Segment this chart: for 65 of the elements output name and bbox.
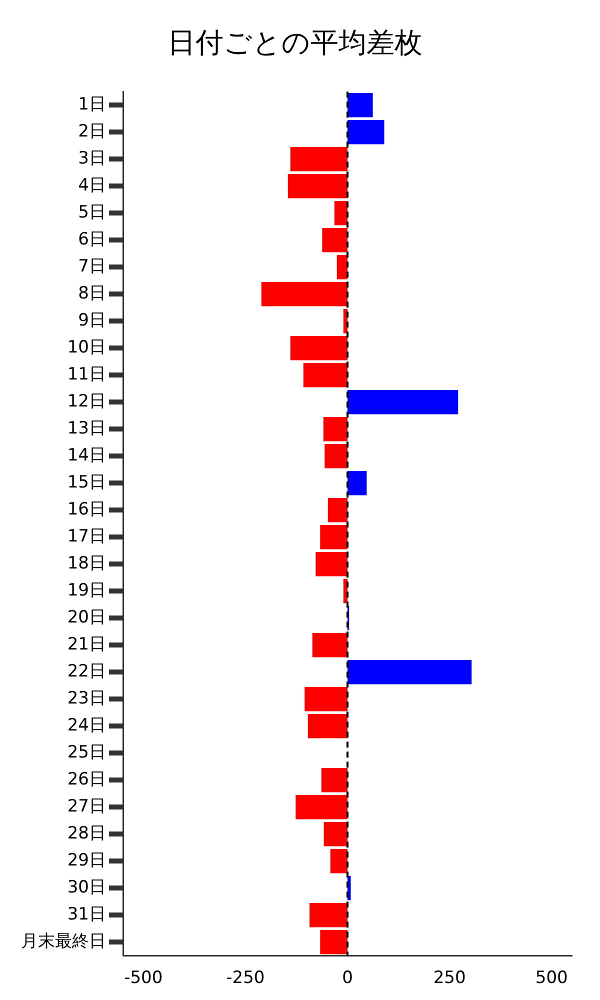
y-tick-label: 7日 bbox=[78, 256, 106, 277]
y-tick-label: 月末最終日 bbox=[21, 932, 106, 952]
y-tick-label: 18日 bbox=[67, 554, 106, 574]
y-tick-label: 29日 bbox=[67, 850, 106, 871]
y-tick-label: 26日 bbox=[67, 770, 106, 790]
bar bbox=[328, 498, 348, 522]
y-tick-label: 21日 bbox=[67, 634, 106, 655]
x-tick-label: 250 bbox=[433, 968, 466, 988]
y-tick-label: 27日 bbox=[67, 796, 106, 817]
bar bbox=[312, 632, 348, 658]
bar bbox=[320, 930, 348, 954]
x-tick-label: 500 bbox=[535, 968, 568, 988]
bar bbox=[348, 390, 458, 414]
bar bbox=[330, 848, 348, 874]
bar bbox=[310, 902, 348, 928]
bar bbox=[336, 254, 348, 280]
y-tick-label: 9日 bbox=[78, 310, 106, 331]
x-tick-label: -250 bbox=[226, 968, 265, 988]
y-tick-label: 17日 bbox=[67, 526, 106, 547]
y-tick-label: 28日 bbox=[67, 824, 106, 844]
bar bbox=[303, 362, 348, 388]
y-tick-label: 11日 bbox=[67, 364, 106, 385]
bar bbox=[348, 92, 373, 118]
bar bbox=[348, 660, 472, 684]
y-tick-label: 25日 bbox=[67, 742, 106, 763]
bar bbox=[348, 120, 384, 144]
y-tick-label: 5日 bbox=[78, 202, 106, 223]
y-tick-label: 4日 bbox=[78, 176, 106, 196]
y-tick-label: 23日 bbox=[67, 688, 106, 709]
y-tick-label: 2日 bbox=[78, 122, 106, 142]
y-tick-label: 6日 bbox=[78, 230, 106, 250]
bar bbox=[322, 228, 348, 252]
bar bbox=[324, 822, 348, 846]
chart-title: 日付ごとの平均差枚 bbox=[168, 26, 422, 60]
y-tick-label: 30日 bbox=[67, 878, 106, 898]
bar bbox=[290, 146, 348, 172]
y-tick-label: 16日 bbox=[67, 500, 106, 520]
bar bbox=[320, 524, 348, 550]
bar bbox=[324, 444, 348, 468]
y-tick-label: 19日 bbox=[67, 580, 106, 601]
y-tick-label: 1日 bbox=[78, 94, 106, 115]
bar bbox=[323, 416, 348, 442]
y-tick-label: 24日 bbox=[67, 716, 106, 736]
y-tick-label: 10日 bbox=[67, 338, 106, 358]
bar bbox=[348, 470, 367, 496]
y-tick-label: 31日 bbox=[67, 904, 106, 925]
y-tick-label: 12日 bbox=[67, 392, 106, 412]
y-tick-label: 3日 bbox=[78, 148, 106, 169]
y-tick-label: 22日 bbox=[67, 662, 106, 682]
x-tick-label: 0 bbox=[342, 968, 353, 988]
x-tick-label: -500 bbox=[124, 968, 163, 988]
bar bbox=[288, 174, 348, 198]
y-tick-label: 15日 bbox=[67, 472, 106, 493]
y-tick-label: 14日 bbox=[67, 446, 106, 466]
bar bbox=[321, 768, 348, 792]
bar bbox=[261, 282, 348, 306]
y-tick-label: 13日 bbox=[67, 418, 106, 439]
bar bbox=[308, 714, 348, 738]
bar bbox=[304, 686, 348, 712]
bar bbox=[316, 552, 348, 576]
bar bbox=[290, 336, 348, 360]
y-tick-label: 20日 bbox=[67, 608, 106, 628]
y-tick-label: 8日 bbox=[78, 284, 106, 304]
bar bbox=[334, 200, 348, 226]
bar bbox=[296, 794, 348, 820]
